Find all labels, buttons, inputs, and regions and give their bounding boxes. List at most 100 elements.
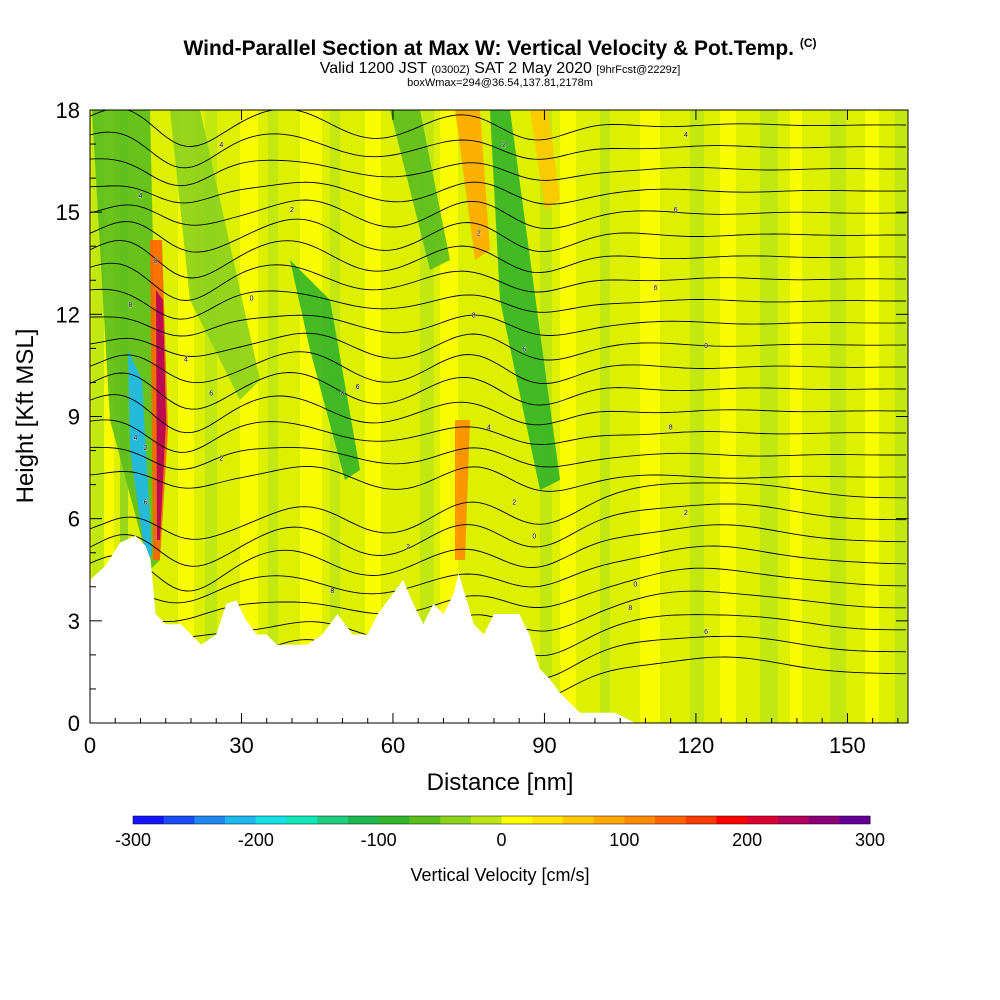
isentrope-label: 6 bbox=[144, 500, 148, 507]
colorbar-swatch bbox=[255, 816, 287, 824]
isentrope-label: 2 bbox=[512, 500, 516, 507]
isentrope-label: 2 bbox=[502, 142, 506, 149]
strong-updraft-core bbox=[156, 290, 166, 540]
field-streak bbox=[640, 110, 660, 723]
updraft-band bbox=[530, 110, 560, 210]
isentrope-label: 0 bbox=[532, 534, 536, 541]
downdraft-band bbox=[170, 110, 260, 400]
field-streak bbox=[830, 110, 846, 723]
isentrope-label: 2 bbox=[290, 207, 294, 214]
box-max-info: boxWmax=294@36.54,137.81,2178m bbox=[407, 77, 593, 89]
isentrope-label: 6 bbox=[209, 391, 213, 398]
forecast-run: [9hrFcst@2229z] bbox=[596, 64, 681, 76]
x-tick-label: 0 bbox=[84, 733, 96, 758]
field-streak bbox=[865, 110, 879, 723]
valid-prefix: Valid 1200 JST bbox=[319, 60, 427, 77]
isentrope-label: 6 bbox=[704, 629, 708, 636]
colorbar-tick-label: -200 bbox=[238, 830, 274, 850]
y-tick-label: 3 bbox=[68, 609, 80, 634]
isentrope-line bbox=[90, 482, 906, 540]
field-streak bbox=[240, 110, 258, 723]
chart-title-text: Wind-Parallel Section at Max W: Vertical… bbox=[183, 37, 794, 60]
chart-title: Wind-Parallel Section at Max W: Vertical… bbox=[0, 36, 1000, 61]
colorbar-swatch bbox=[348, 816, 380, 824]
colorbar-tick-label: 200 bbox=[732, 830, 762, 850]
colorbar-swatch bbox=[747, 816, 779, 824]
downdraft-band bbox=[490, 110, 560, 490]
colorbar-swatch bbox=[286, 816, 318, 824]
x-tick-label: 120 bbox=[678, 733, 715, 758]
isentrope-line bbox=[90, 351, 906, 384]
colorbar-tick-label: -300 bbox=[115, 830, 151, 850]
field-streak bbox=[790, 110, 802, 723]
isentrope-label: 2 bbox=[406, 544, 410, 551]
valid-utc: (0300Z) bbox=[431, 64, 470, 76]
field-streak bbox=[104, 110, 114, 723]
field-streak bbox=[600, 110, 610, 723]
isentrope-label: 2 bbox=[684, 510, 688, 517]
isentrope-label: 8 bbox=[669, 425, 673, 432]
isentrope-label: 6 bbox=[654, 285, 658, 292]
isentrope-line bbox=[90, 465, 907, 492]
isentrope-line bbox=[90, 181, 907, 205]
field-streak bbox=[560, 110, 576, 723]
copyright-mark: (C) bbox=[799, 36, 817, 50]
isentrope-label: 4 bbox=[139, 193, 143, 200]
field-streak bbox=[300, 110, 322, 723]
colorbar-swatch bbox=[378, 816, 410, 824]
y-tick-label: 15 bbox=[56, 200, 80, 225]
updraft-band bbox=[455, 110, 490, 260]
isentrope-label: 0 bbox=[633, 581, 637, 588]
y-axis-label: Height [Kft MSL] bbox=[12, 329, 39, 504]
x-tick-label: 90 bbox=[532, 733, 556, 758]
valid-time-line: Valid 1200 JST (0300Z) SAT 2 May 2020 [9… bbox=[0, 60, 1000, 78]
colorbar-swatch bbox=[808, 816, 840, 824]
colorbar-swatch bbox=[163, 816, 195, 824]
isentrope-line bbox=[90, 110, 907, 147]
isentrope-label: 8 bbox=[472, 312, 476, 319]
isentrope-label: 2 bbox=[477, 231, 481, 238]
colorbar: -300 -200 -100 0 100 200 300 bbox=[115, 815, 885, 850]
field-streak bbox=[268, 110, 278, 723]
colorbar-tick-label: 100 bbox=[609, 830, 639, 850]
y-tick-label: 12 bbox=[56, 302, 80, 327]
colorbar-swatch bbox=[716, 816, 748, 824]
colorbar-tick-label: -100 bbox=[361, 830, 397, 850]
downdraft-band bbox=[390, 110, 450, 270]
isentrope-label: 4 bbox=[133, 435, 137, 442]
isentrope-label: 8 bbox=[628, 605, 632, 612]
colorbar-swatch bbox=[440, 816, 472, 824]
field-streak bbox=[440, 110, 458, 723]
isentrope-line bbox=[90, 332, 907, 361]
colorbar-swatch bbox=[194, 816, 226, 824]
field-streak bbox=[690, 110, 704, 723]
colorbar-swatch bbox=[655, 816, 687, 824]
x-tick-label: 60 bbox=[381, 733, 405, 758]
x-tick-label: 30 bbox=[229, 733, 253, 758]
isentrope-label: 6 bbox=[356, 384, 360, 391]
isentrope-label: 0 bbox=[704, 343, 708, 350]
colorbar-tick-label: 0 bbox=[496, 830, 506, 850]
colorbar-swatch bbox=[532, 816, 564, 824]
colorbar-swatch bbox=[685, 816, 717, 824]
isentrope-line bbox=[90, 446, 906, 470]
y-tick-label: 18 bbox=[56, 98, 80, 123]
y-tick-label: 0 bbox=[68, 711, 80, 736]
isentrope-label: 0 bbox=[250, 295, 254, 302]
isentrope-line bbox=[90, 199, 906, 230]
isentrope-label: 8 bbox=[154, 258, 158, 265]
colorbar-swatch bbox=[624, 816, 656, 824]
isentrope-line bbox=[90, 158, 906, 187]
isentrope-label: 4 bbox=[219, 142, 223, 149]
isentrope-line bbox=[90, 419, 906, 453]
isentrope-label: 2 bbox=[219, 455, 223, 462]
colorbar-swatch bbox=[501, 816, 533, 824]
isentrope-line bbox=[90, 314, 906, 337]
isentrope-label: 6 bbox=[522, 346, 526, 353]
colorbar-swatch bbox=[839, 816, 871, 824]
isentrope-line bbox=[90, 218, 906, 253]
